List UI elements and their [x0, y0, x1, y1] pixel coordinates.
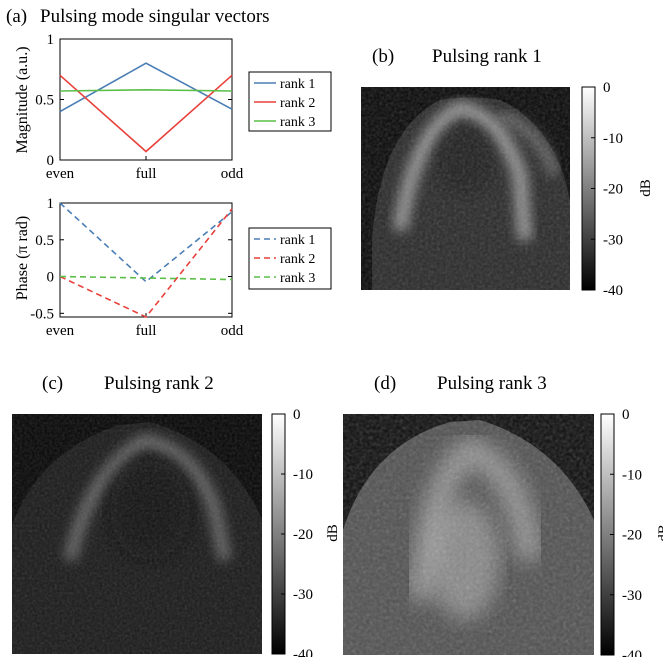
magnitude-series-rank-1-line — [59, 62, 233, 113]
phase-series-rank-1-line — [59, 202, 233, 283]
phase-legend-label-rank-2: rank 2 — [280, 252, 315, 267]
phase-y-tick-label: 0.5 — [35, 233, 54, 249]
colorbar-tick-label: -30 — [622, 588, 642, 604]
magnitude-y-tick-label: 1 — [47, 32, 55, 48]
panel-d-colorbar-ticks: 0 -10 -20 -30 -40 — [610, 407, 642, 657]
phase-y-ticks: -0.5 0 0.5 1 — [30, 196, 232, 322]
colorbar-tick-label: 0 — [293, 407, 301, 423]
phase-y-label: Phase (π rad) — [14, 216, 31, 301]
panel-d-label: (d) — [374, 373, 396, 394]
phase-x-tick-label: odd — [221, 323, 244, 339]
phase-x-tick-label: full — [136, 323, 157, 339]
magnitude-series-rank-3-line — [59, 88, 233, 92]
phase-series-rank-2-line — [59, 208, 233, 318]
magnitude-series — [59, 62, 233, 153]
panel-a-label: (a) — [6, 6, 27, 27]
phase-plot-frame — [59, 202, 233, 318]
colorbar-tick-label: -40 — [293, 647, 313, 657]
magnitude-x-ticks: even full odd — [46, 156, 244, 182]
phase-legend-label-rank-3: rank 3 — [280, 271, 315, 286]
colorbar-tick-label: -30 — [293, 587, 313, 603]
magnitude-series-rank-2-line — [59, 74, 233, 153]
colorbar-tick-label: -10 — [293, 467, 313, 483]
panel-b-title: Pulsing rank 1 — [432, 46, 542, 67]
colorbar-tick-label: 0 — [622, 407, 630, 423]
colorbar-tick-label: -40 — [603, 283, 623, 299]
panel-d: (d) Pulsing rank 3 0 -10 -20 -30 -40 dB — [343, 373, 663, 657]
ultrasound-image-rank-3 — [343, 414, 594, 655]
phase-y-tick-label: -0.5 — [30, 306, 54, 322]
panel-c-colorbar-ticks: 0 -10 -20 -30 -40 — [281, 407, 313, 657]
phase-series — [59, 202, 233, 318]
magnitude-x-tick-label: even — [46, 166, 75, 182]
panel-c-label: (c) — [42, 373, 63, 394]
panel-b: (b) Pulsing rank 1 0 -10 -20 -30 -40 dB — [361, 46, 654, 299]
phase-x-ticks: even full odd — [46, 313, 244, 339]
phase-y-tick-label: 1 — [47, 196, 55, 212]
phase-y-label-text: Phase (π rad) — [14, 216, 31, 301]
colorbar-tick-label: -40 — [622, 648, 642, 657]
panel-d-title: Pulsing rank 3 — [437, 373, 547, 394]
phase-series-rank-3-line — [59, 275, 233, 281]
ultrasound-image-rank-1 — [361, 87, 570, 290]
magnitude-legend: rank 1 rank 2 rank 3 — [248, 71, 332, 132]
ultrasound-image-rank-2 — [12, 414, 262, 654]
colorbar-tick-label: -30 — [603, 232, 623, 248]
phase-chart: -0.5 0 0.5 1 even full odd Phase (π rad) rank… — [14, 196, 332, 339]
colorbar-tick-label: -10 — [603, 131, 623, 147]
panel-c: (c) Pulsing rank 2 0 -10 -20 -30 -40 dB — [12, 373, 341, 657]
phase-legend-box — [248, 227, 332, 290]
magnitude-y-label: Magnitude (a.u.) — [14, 46, 31, 153]
phase-x-tick-label: even — [46, 323, 75, 339]
phase-legend-label-rank-1: rank 1 — [280, 233, 315, 248]
colorbar-tick-label: -20 — [293, 527, 313, 543]
magnitude-x-tick-label: odd — [221, 166, 244, 182]
phase-y-tick-label: 0 — [47, 270, 55, 286]
magnitude-x-tick-label: full — [136, 166, 157, 182]
colorbar-tick-label: -20 — [603, 182, 623, 198]
colorbar-tick-label: -20 — [622, 528, 642, 544]
panel-b-label: (b) — [372, 46, 394, 67]
magnitude-plot-frame — [59, 38, 233, 161]
magnitude-chart: 00.51 even full odd Magnitude (a.u.) rank … — [14, 32, 332, 182]
panel-b-colorbar-ticks: 0 -10 -20 -30 -40 — [591, 80, 623, 299]
magnitude-y-tick-label: 0 — [47, 153, 55, 169]
magnitude-y-tick-label: 0.5 — [35, 93, 54, 109]
panel-b-colorbar-label: dB — [638, 179, 654, 197]
panel-c-colorbar-label: dB — [325, 524, 341, 542]
panel-d-colorbar-label: dB — [656, 524, 663, 542]
colorbar-tick-label: 0 — [603, 80, 611, 96]
phase-legend: rank 1 rank 2 rank 3 — [248, 227, 332, 290]
colorbar-tick-label: -10 — [622, 467, 642, 483]
panel-a-title: Pulsing mode singular vectors — [40, 6, 270, 27]
magnitude-legend-label-rank-2: rank 2 — [280, 96, 315, 111]
magnitude-legend-label-rank-1: rank 1 — [280, 77, 315, 92]
magnitude-legend-label-rank-3: rank 3 — [280, 115, 315, 130]
magnitude-y-ticks: 00.51 — [35, 32, 232, 169]
panel-c-title: Pulsing rank 2 — [104, 373, 214, 394]
